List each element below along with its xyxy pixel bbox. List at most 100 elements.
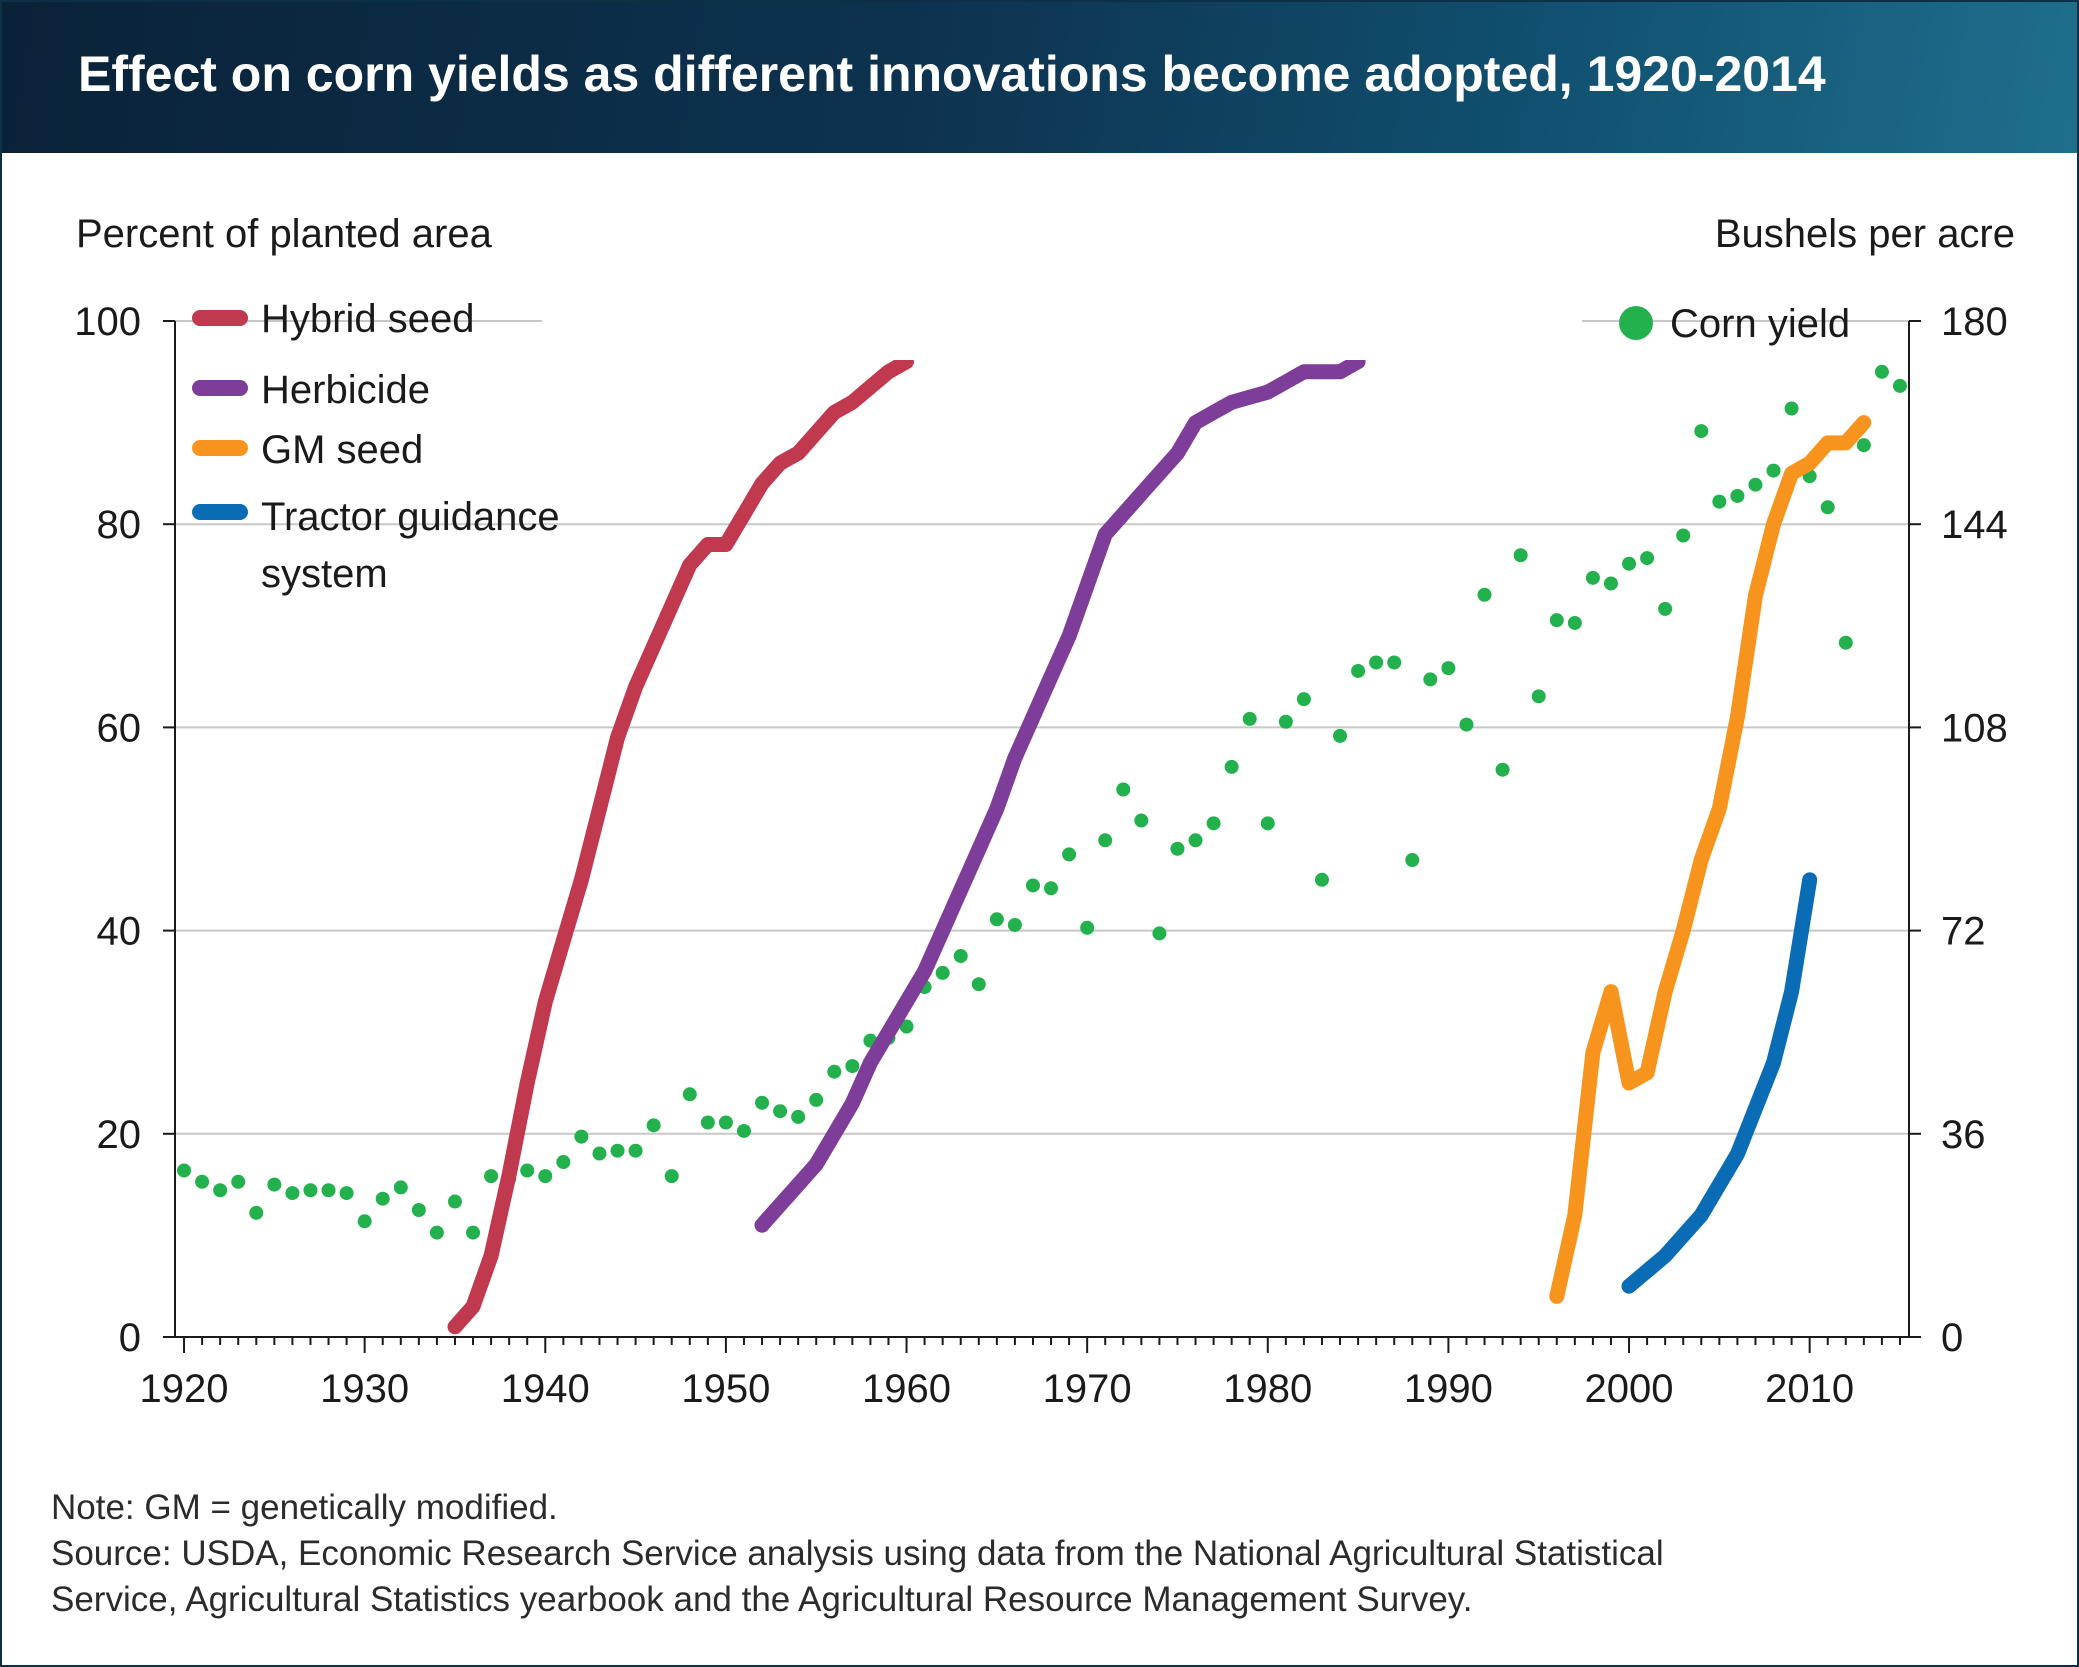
y-axis-label-left: Percent of planted area — [76, 212, 493, 256]
y-tick-label-left: 40 — [97, 910, 142, 954]
title-banner: Effect on corn yields as different innov… — [2, 2, 2077, 153]
corn-yield-point — [700, 1115, 715, 1130]
corn-yield-point — [736, 1123, 751, 1138]
y-axis-label-right: Bushels per acre — [1715, 212, 2015, 256]
x-tick-label: 1920 — [140, 1367, 229, 1411]
corn-yield-point — [411, 1203, 426, 1217]
corn-yield-point — [1459, 717, 1474, 732]
y-tick-label-left: 100 — [74, 300, 141, 344]
corn-yield-point — [1007, 917, 1022, 932]
source-line: Service, Agricultural Statistics yearboo… — [51, 1580, 1473, 1619]
corn-yield-point — [520, 1163, 535, 1178]
y-tick-label-right: 72 — [1941, 910, 1986, 954]
corn-yield-point — [1333, 728, 1348, 743]
corn-yield-point — [1766, 463, 1781, 478]
corn-yield-point — [1423, 672, 1438, 687]
corn-yield-point — [935, 965, 950, 980]
corn-yield-point — [592, 1146, 607, 1161]
y-tick-label-right: 0 — [1941, 1316, 1963, 1360]
corn-yield-point — [1098, 833, 1113, 848]
source-line: Source: USDA, Economic Research Service … — [51, 1534, 1664, 1573]
corn-yield-point — [682, 1087, 697, 1102]
corn-yield-point — [1170, 841, 1185, 856]
corn-yield-point — [1387, 655, 1402, 670]
corn-yield-point — [827, 1064, 842, 1079]
corn-yield-point — [1856, 438, 1871, 453]
x-tick-label: 1970 — [1043, 1367, 1132, 1411]
corn-yield-point — [809, 1092, 824, 1107]
herbicide-line — [754, 354, 1366, 1233]
corn-yield-point — [1712, 494, 1727, 509]
y-tick-label-left: 60 — [97, 706, 142, 750]
corn-yield-point — [1116, 782, 1131, 797]
corn-yield-point — [1224, 759, 1239, 774]
corn-yield-point — [718, 1115, 733, 1130]
corn-yield-point — [231, 1174, 246, 1189]
x-tick-label: 1950 — [681, 1367, 770, 1411]
corn-yield-point — [303, 1183, 318, 1198]
corn-yield-point — [177, 1163, 192, 1178]
corn-yield-point — [1531, 689, 1546, 704]
corn-yield-point — [1495, 762, 1510, 777]
corn-yield-points — [177, 364, 1907, 1240]
x-tick-label: 2000 — [1585, 1367, 1674, 1411]
corn-yield-point — [195, 1174, 210, 1189]
corn-yield-point — [646, 1118, 661, 1133]
corn-yield-point — [1477, 587, 1492, 602]
corn-yield-point — [791, 1109, 806, 1124]
gridlines — [175, 320, 1909, 1135]
corn-yield-point — [357, 1214, 372, 1229]
corn-yield-point — [267, 1177, 282, 1192]
corn-yield-point — [1441, 661, 1456, 676]
corn-yield-point — [1603, 576, 1618, 591]
corn-yield-point — [1044, 881, 1059, 896]
corn-yield-point — [1260, 816, 1275, 831]
legend-label-hybrid-seed: Hybrid seed — [261, 297, 474, 341]
corn-yield-point — [1080, 920, 1095, 935]
x-tick-label: 2010 — [1765, 1367, 1854, 1411]
corn-yield-point — [1730, 488, 1745, 503]
legend-label-gm-seed: GM seed — [261, 428, 423, 472]
chart-title: Effect on corn yields as different innov… — [78, 46, 1826, 102]
axes: 0 20 40 60 80 100 0 36 72 108 144 180 1920 1930 1940 19… — [74, 300, 2008, 1411]
corn-yield-point — [213, 1183, 228, 1198]
corn-yield-point — [953, 949, 968, 963]
hybrid-seed-line — [447, 354, 914, 1335]
corn-yield-point — [484, 1169, 499, 1184]
x-tick-label: 1930 — [320, 1367, 409, 1411]
gm-seed-line — [1549, 415, 1872, 1304]
corn-yield-point — [1874, 364, 1889, 379]
corn-yield-point — [1242, 711, 1257, 726]
corn-yield-point — [1025, 878, 1040, 893]
legend-label-corn-yield: Corn yield — [1670, 302, 1850, 346]
series-lines — [447, 354, 1872, 1335]
corn-yield-point — [1658, 601, 1673, 616]
y-tick-label-right: 180 — [1941, 300, 2008, 344]
y-tick-label-right: 144 — [1941, 503, 2008, 547]
corn-yield-point — [321, 1183, 336, 1198]
corn-yield-point — [845, 1059, 860, 1074]
corn-yield-point — [339, 1186, 354, 1201]
x-tick-label: 1940 — [501, 1367, 590, 1411]
legend-label-tractor-guidance-line1: Tractor guidance — [261, 495, 560, 539]
y-tick-label-left: 20 — [97, 1113, 142, 1157]
x-tick-label: 1990 — [1404, 1367, 1493, 1411]
corn-yield-point — [755, 1095, 770, 1110]
legend-label-tractor-guidance: Tractor guidance system — [261, 495, 571, 596]
corn-yield-point — [1892, 378, 1907, 393]
corn-yield-point — [375, 1191, 390, 1206]
corn-yield-point — [285, 1186, 300, 1201]
corn-yield-point — [1838, 635, 1853, 650]
x-tick-label: 1980 — [1223, 1367, 1312, 1411]
corn-yield-point — [971, 977, 986, 992]
corn-yield-point — [1369, 655, 1384, 670]
corn-yield-point — [1748, 477, 1763, 492]
corn-yield-point — [1296, 692, 1311, 707]
corn-yield-point — [1784, 401, 1799, 416]
corn-yield-point — [1820, 500, 1835, 515]
corn-yield-point — [899, 1019, 914, 1034]
corn-yield-point — [773, 1104, 788, 1119]
corn-yield-point — [393, 1180, 408, 1195]
